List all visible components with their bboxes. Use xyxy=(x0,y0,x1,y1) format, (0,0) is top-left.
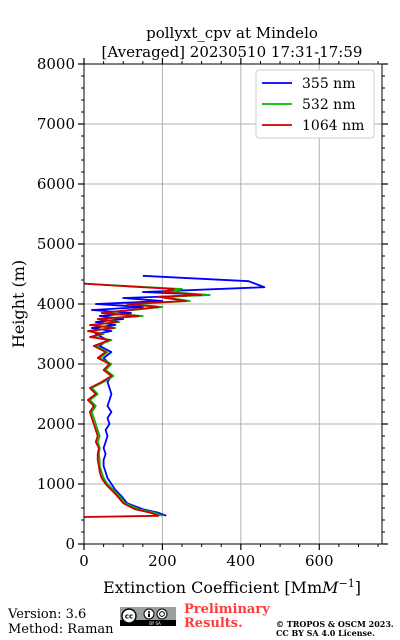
x-axis-label: Extinction Coefficient [MmM−1] xyxy=(103,577,361,597)
legend-label: 1064 nm xyxy=(302,118,364,134)
y-axis-label: Height (m) xyxy=(9,260,28,348)
chart-title-line1: pollyxt_cpv at Mindelo xyxy=(146,24,318,42)
series-line-532-nm xyxy=(83,282,211,517)
x-tick-label: 400 xyxy=(227,552,256,570)
y-tick-label: 6000 xyxy=(37,175,75,193)
copyright-notice: © TROPOS & OSCM 2023. CC BY SA 4.0 Licen… xyxy=(276,620,394,638)
legend-label: 532 nm xyxy=(302,97,355,113)
y-tick-label: 8000 xyxy=(37,55,75,73)
series-group xyxy=(83,274,266,518)
copyright-line2: CC BY SA 4.0 License. xyxy=(276,628,375,638)
axis-ticks: 0 200 400 600010002000300040005000600070008… xyxy=(37,55,388,570)
cc-license-badge: cc BY SA xyxy=(120,607,176,626)
chart-title-line2: [Averaged] 20230510 17:31-17:59 xyxy=(102,43,363,61)
preliminary-results-notice: Preliminary Results. xyxy=(184,603,270,631)
chart-title: pollyxt_cpv at Mindelo [Averaged] 202305… xyxy=(102,24,363,61)
preliminary-line1: Preliminary xyxy=(184,602,270,617)
x-tick-label: 0 xyxy=(79,552,89,570)
preliminary-line2: Results. xyxy=(184,616,243,631)
x-tick-label: 600 xyxy=(305,552,334,570)
method-text: Method: Raman xyxy=(8,622,114,637)
sa-icon xyxy=(156,608,168,620)
y-tick-label: 0 xyxy=(65,535,75,553)
cc-icon xyxy=(121,608,137,624)
y-tick-label: 1000 xyxy=(37,475,75,493)
y-tick-label: 4000 xyxy=(37,295,75,313)
version-text: Version: 3.6 xyxy=(8,607,87,622)
x-tick-label: 200 xyxy=(148,552,177,570)
svg-text:cc: cc xyxy=(125,613,133,621)
legend: 355 nm 532 nm 1064 nm xyxy=(255,69,375,139)
y-tick-label: 3000 xyxy=(37,355,75,373)
y-tick-label: 5000 xyxy=(37,235,75,253)
cc-badge-text: BY SA xyxy=(149,621,161,626)
y-tick-label: 2000 xyxy=(37,415,75,433)
y-tick-label: 7000 xyxy=(37,115,75,133)
legend-box xyxy=(255,69,375,139)
copyright-line1: © TROPOS & OSCM 2023. xyxy=(276,619,394,629)
series-line-1064-nm xyxy=(83,282,203,518)
legend-label: 355 nm xyxy=(302,76,355,92)
